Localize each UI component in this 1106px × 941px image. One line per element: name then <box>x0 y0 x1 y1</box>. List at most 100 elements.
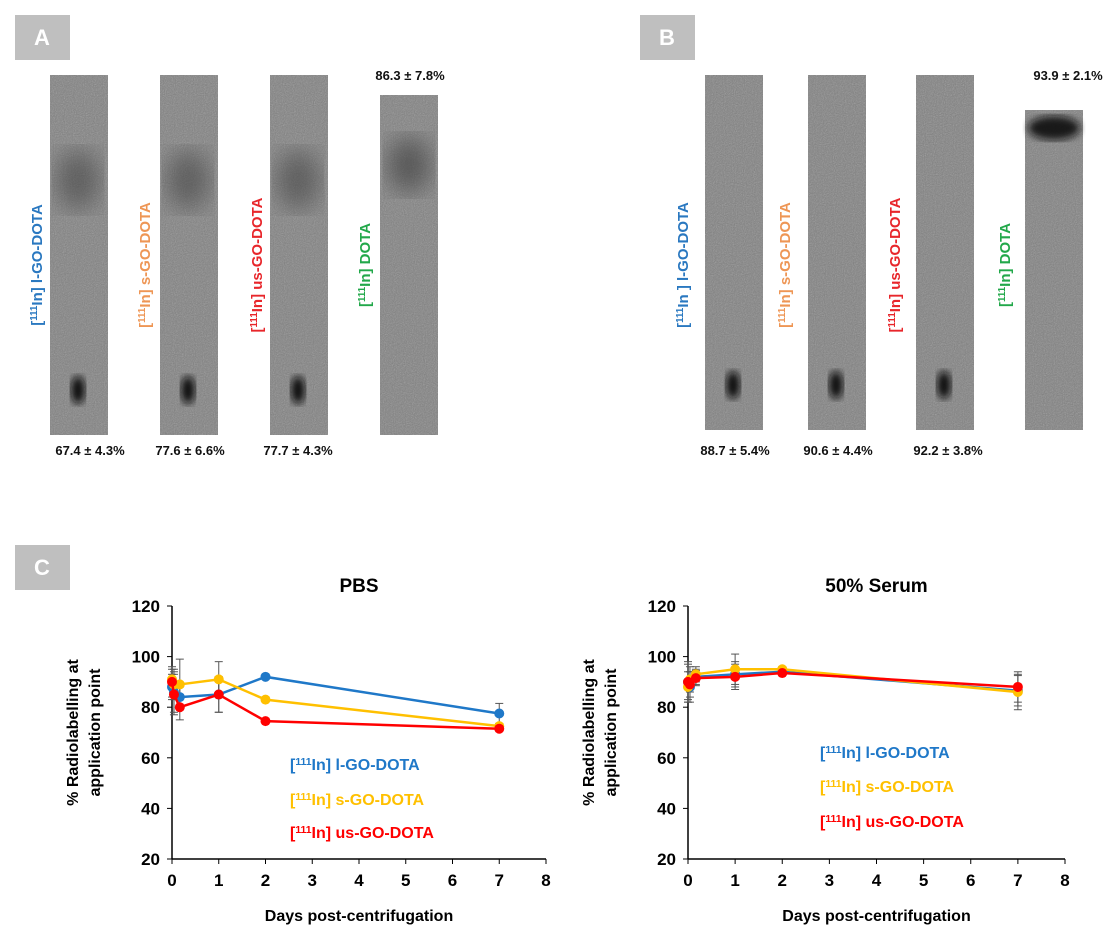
data-point <box>777 668 788 679</box>
y-tick-label: 100 <box>132 648 160 667</box>
data-point <box>684 679 695 690</box>
strip-value: 77.7 ± 4.3% <box>263 443 333 458</box>
x-tick-label: 4 <box>872 871 882 890</box>
smear <box>56 150 100 210</box>
front-spot <box>1028 116 1080 140</box>
strip-noise <box>808 75 866 430</box>
strip-label-part: 111 <box>29 305 40 321</box>
x-tick-label: 0 <box>167 871 176 890</box>
y-tick-label: 80 <box>657 698 676 717</box>
strip-label: [111In] s-GO-DOTA <box>137 202 155 328</box>
y-axis-label: application point <box>87 668 104 797</box>
panel-label-box <box>15 15 70 60</box>
data-point <box>1012 681 1023 692</box>
strip-noise <box>160 75 218 435</box>
legend-entry-part: [ <box>290 792 296 809</box>
y-tick-label: 20 <box>141 850 160 869</box>
origin-spot <box>937 371 951 399</box>
strip-value: 88.7 ± 5.4% <box>700 443 770 458</box>
strip-value: 67.4 ± 4.3% <box>55 443 125 458</box>
legend-entry-part: [ <box>820 745 826 762</box>
data-point <box>168 689 179 700</box>
strip-label-part: In] DOTA <box>357 223 374 287</box>
data-point <box>260 716 271 727</box>
x-tick-label: 8 <box>1060 871 1069 890</box>
strip-label: [111In ] l-GO-DOTA <box>675 202 693 328</box>
x-tick-label: 1 <box>730 871 739 890</box>
legend-entry-part: In] s-GO-DOTA <box>312 792 425 809</box>
legend-entry-part: 111 <box>825 814 841 825</box>
y-tick-label: 60 <box>657 749 676 768</box>
panel-label-box <box>640 15 695 60</box>
x-tick-label: 8 <box>541 871 550 890</box>
strip-label: [111In] s-GO-DOTA <box>777 202 795 328</box>
y-tick-label: 100 <box>648 648 676 667</box>
strip-label-part: 111 <box>137 307 148 323</box>
strip-label-part: [ <box>887 327 904 332</box>
legend-entry-part: In] s-GO-DOTA <box>842 779 955 796</box>
smear <box>276 150 320 210</box>
legend-entry-part: 111 <box>295 757 311 768</box>
strip-label-part: In] l-GO-DOTA <box>29 204 46 306</box>
x-axis-label: Days post-centrifugation <box>265 908 453 925</box>
x-tick-label: 6 <box>966 871 975 890</box>
legend-entry-part: In] us-GO-DOTA <box>312 825 435 842</box>
x-axis-label: Days post-centrifugation <box>782 908 970 925</box>
strip-label: [111In] l-GO-DOTA <box>29 204 47 326</box>
origin-spot <box>726 371 740 399</box>
origin-spot <box>291 376 305 404</box>
x-tick-label: 2 <box>261 871 270 890</box>
legend-entry-part: In] l-GO-DOTA <box>842 745 951 762</box>
legend-entry: [111In] s-GO-DOTA <box>820 779 955 797</box>
legend-entry-part: [ <box>820 814 826 831</box>
data-point <box>730 664 741 675</box>
x-tick-label: 4 <box>354 871 364 890</box>
strip-label-part: In] s-GO-DOTA <box>777 202 794 308</box>
data-point <box>494 723 505 734</box>
legend-entry-part: In] us-GO-DOTA <box>842 814 965 831</box>
strip-noise <box>705 75 763 430</box>
y-axis-label: % Radiolabelling at <box>581 658 598 805</box>
strip-noise <box>916 75 974 430</box>
strip-label-part: [ <box>137 323 154 328</box>
chart-title: 50% Serum <box>825 576 927 597</box>
origin-spot <box>71 376 85 404</box>
strip-label-part: [ <box>249 327 266 332</box>
strip-value: 92.2 ± 3.8% <box>913 443 983 458</box>
legend-entry-part: In] l-GO-DOTA <box>312 757 421 774</box>
legend-entry: [111In] l-GO-DOTA <box>290 757 420 775</box>
legend-entry-part: 111 <box>825 745 841 756</box>
x-tick-label: 5 <box>919 871 928 890</box>
data-point <box>690 673 701 684</box>
x-tick-label: 7 <box>1013 871 1022 890</box>
strip-label: [111In] us-GO-DOTA <box>249 197 267 332</box>
strip-label-part: In] DOTA <box>997 223 1014 287</box>
strip-label-part: 111 <box>357 286 368 302</box>
strip-label-part: In] us-GO-DOTA <box>249 197 266 312</box>
strip-label-part: In] us-GO-DOTA <box>887 197 904 312</box>
data-point <box>260 694 271 705</box>
strip-label-part: 111 <box>997 286 1008 302</box>
front-spot <box>387 137 431 193</box>
strip-label-part: 111 <box>249 312 260 328</box>
strip-label: [111In] us-GO-DOTA <box>887 197 905 332</box>
y-tick-label: 40 <box>657 799 676 818</box>
origin-spot <box>829 371 843 399</box>
legend-entry-part: 111 <box>295 792 311 803</box>
x-tick-label: 3 <box>308 871 317 890</box>
data-point <box>174 679 185 690</box>
x-tick-label: 7 <box>495 871 504 890</box>
strip-value: 77.6 ± 6.6% <box>155 443 225 458</box>
x-tick-label: 6 <box>448 871 457 890</box>
strip-noise <box>50 75 108 435</box>
smear <box>166 150 210 210</box>
panel-label: C <box>34 555 50 580</box>
legend-entry: [111In] l-GO-DOTA <box>820 745 950 763</box>
panel-label: A <box>34 25 50 50</box>
data-point <box>167 676 177 687</box>
strip-label-part: 111 <box>675 307 686 323</box>
legend-entry: [111In] us-GO-DOTA <box>290 825 434 843</box>
y-tick-label: 120 <box>132 597 160 616</box>
legend-entry-part: 111 <box>825 779 841 790</box>
